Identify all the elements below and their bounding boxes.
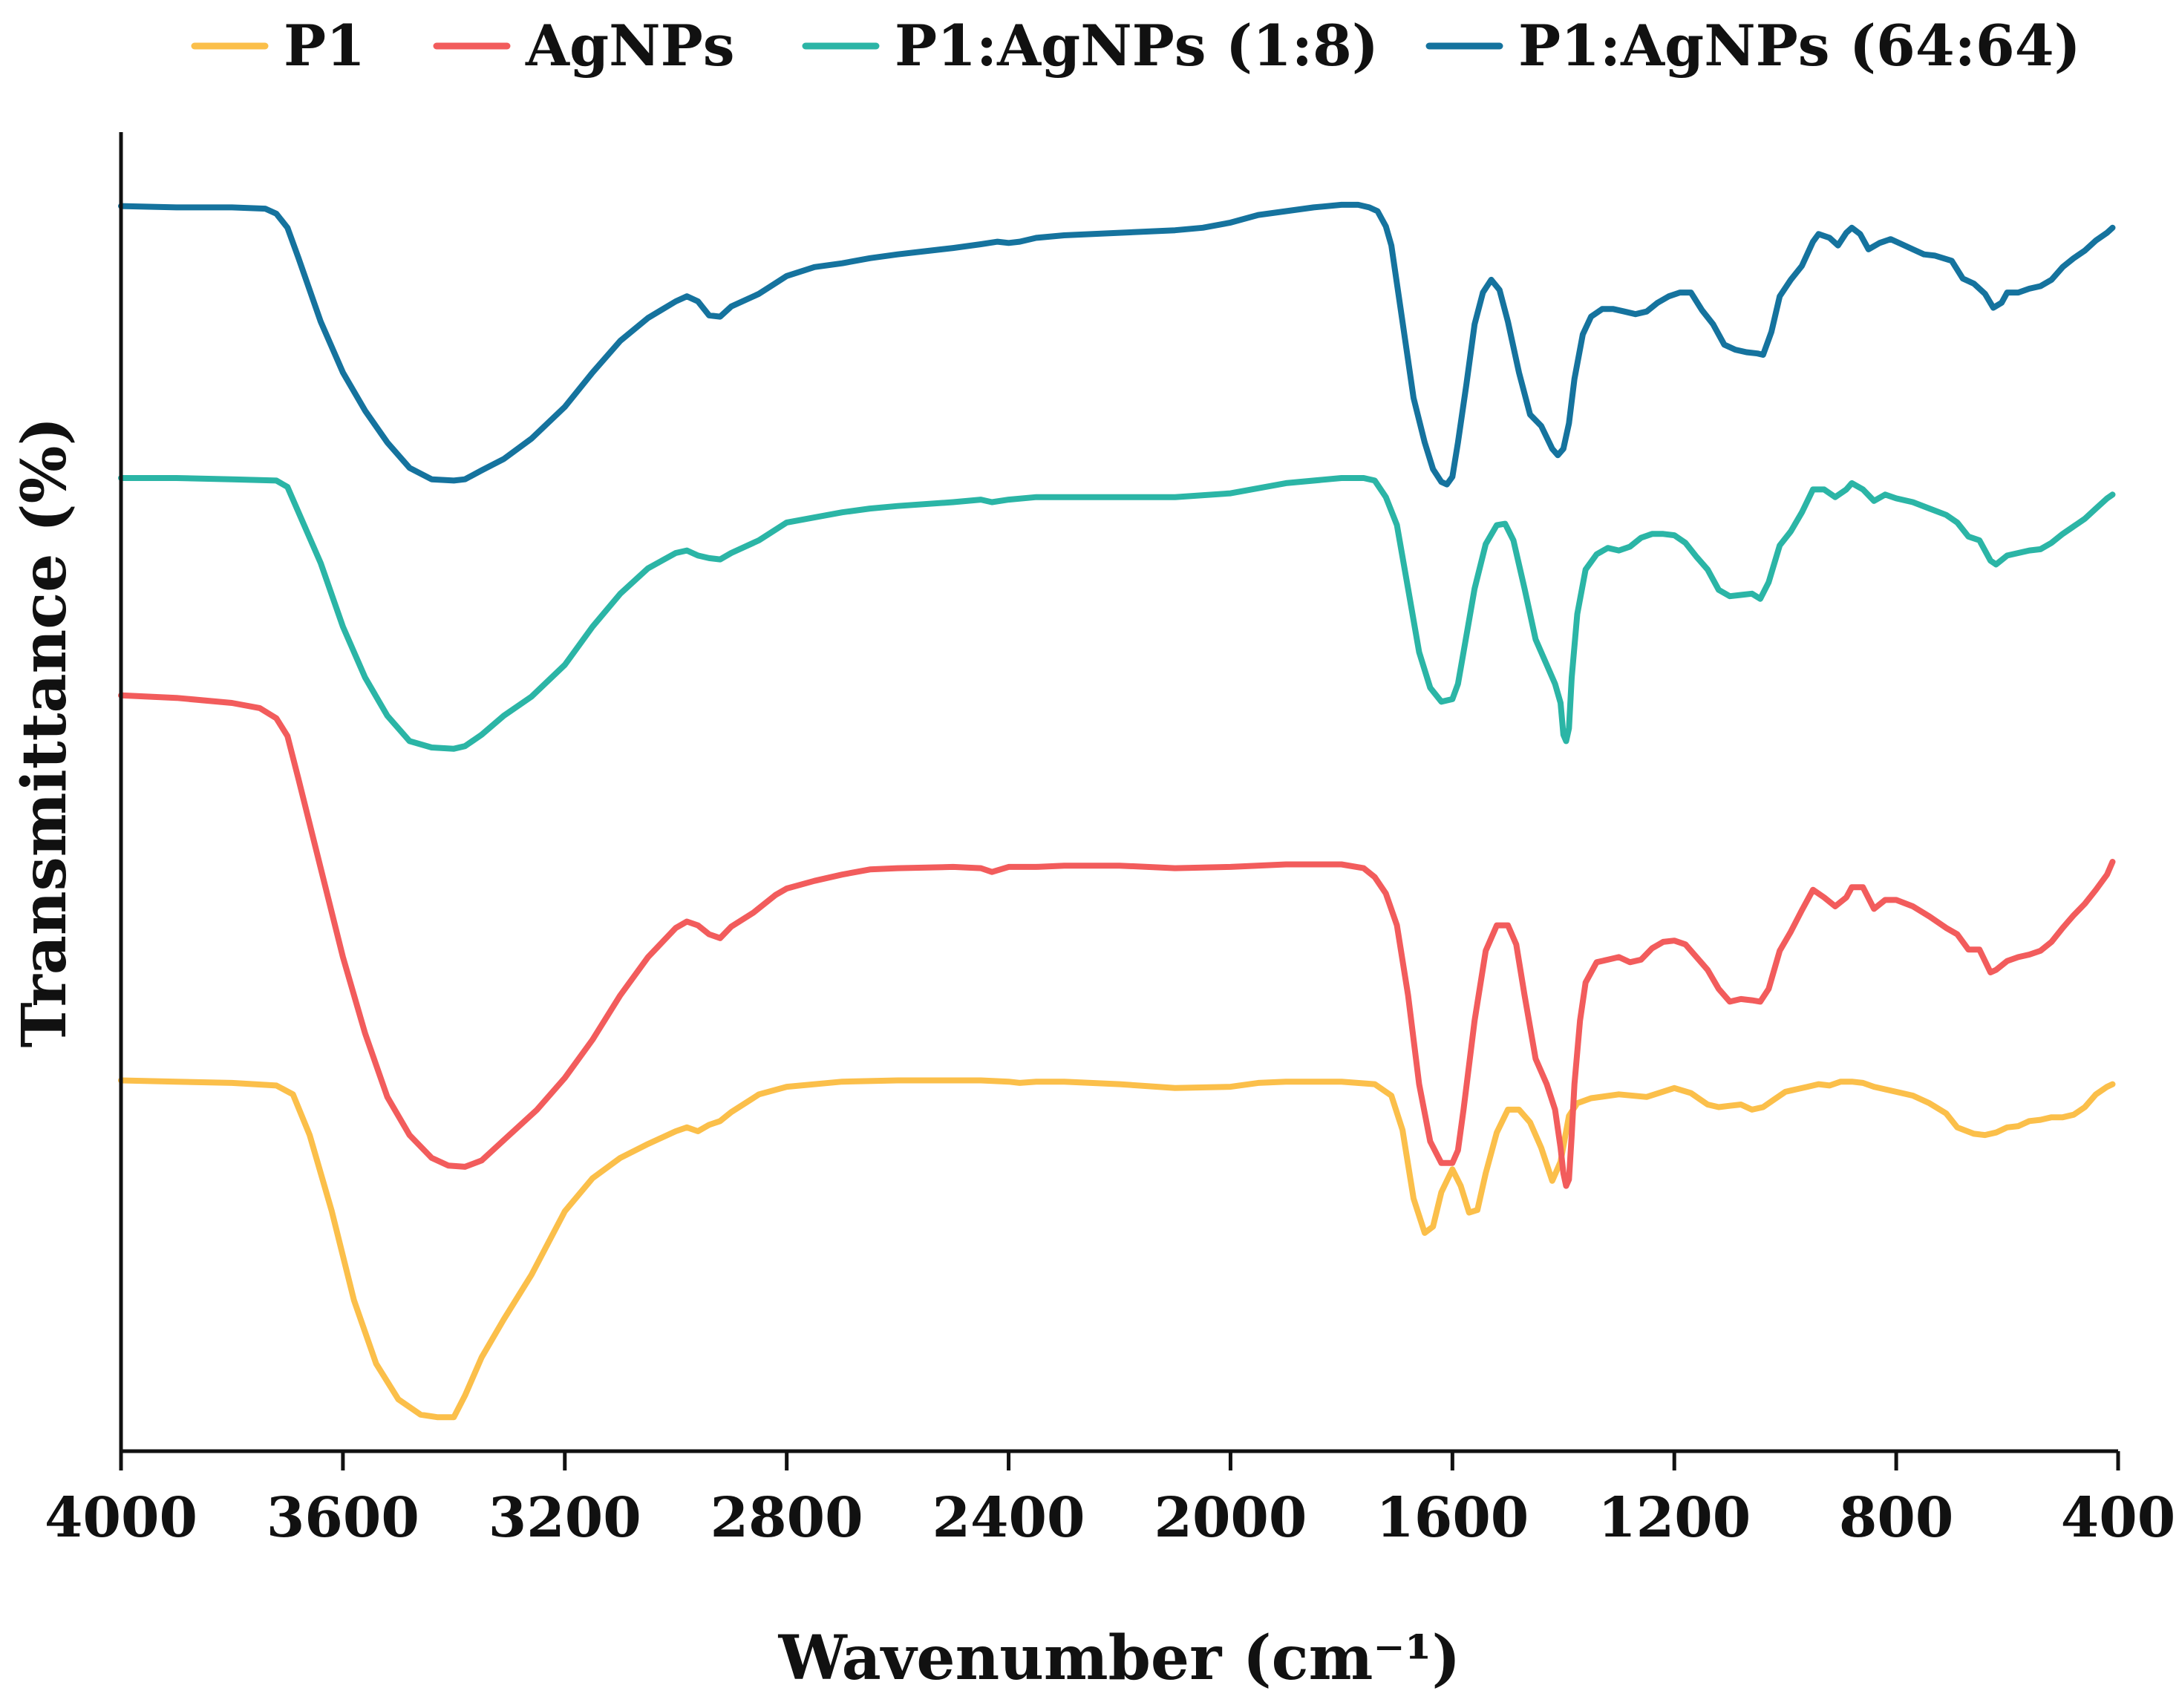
- x-tick-label: 1600: [1376, 1486, 1529, 1550]
- series-line-p1: [118, 1077, 2116, 1421]
- plot-series: [118, 201, 2116, 1421]
- x-tick-label: 2800: [710, 1486, 863, 1550]
- axes: [119, 132, 2118, 1453]
- legend-label-p1-agnps-64-64: P1:AgNPs (64:64): [1518, 13, 2081, 79]
- x-tick-label: 1200: [1598, 1486, 1751, 1550]
- legend-label-agnps: AgNPs: [525, 13, 735, 79]
- x-tick-label: 3600: [267, 1486, 419, 1550]
- x-tick-label: 4000: [45, 1486, 197, 1550]
- x-tick-label: 800: [1839, 1486, 1953, 1550]
- legend-label-p1-agnps-1-8: P1:AgNPs (1:8): [895, 13, 1379, 79]
- x-ticks: 4000 3600 3200 2800 2400 2000 1600 1200 800 400: [45, 1451, 2175, 1550]
- series-line-p1-agnps-64-64: [118, 201, 2116, 488]
- x-tick-label: 3200: [489, 1486, 641, 1550]
- x-tick-label: 2400: [932, 1486, 1085, 1550]
- series-line-agnps: [118, 692, 2116, 1189]
- x-tick-label: 400: [2061, 1486, 2175, 1550]
- series-line-p1-agnps-1-8: [118, 475, 2116, 752]
- x-tick-label: 2000: [1154, 1486, 1307, 1550]
- y-axis-title: Transmittance (%): [9, 417, 80, 1048]
- x-axis-title: Wavenumber (cm⁻¹): [778, 1623, 1461, 1694]
- legend-label-p1: P1: [284, 13, 365, 79]
- legend: P1 AgNPs P1:AgNPs (1:8) P1:AgNPs (64:64): [191, 13, 2081, 79]
